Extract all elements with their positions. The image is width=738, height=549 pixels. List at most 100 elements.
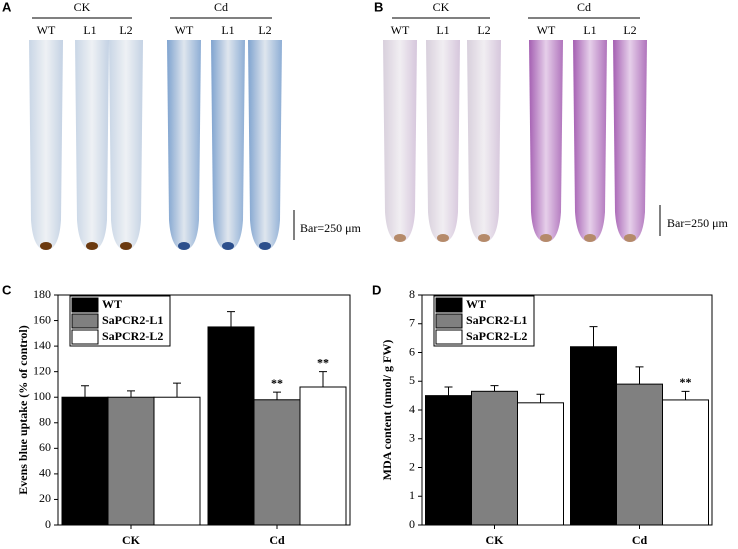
root bbox=[613, 40, 647, 242]
bar bbox=[425, 395, 472, 526]
line-label: WT bbox=[37, 23, 56, 37]
error-bar bbox=[536, 393, 545, 403]
y-tick-label: 8 bbox=[409, 287, 415, 301]
significance: ** bbox=[317, 355, 329, 369]
line-label: L1 bbox=[221, 23, 234, 37]
group-label: Cd bbox=[577, 0, 591, 14]
root-tip bbox=[120, 242, 132, 250]
legend-label: SaPCR2-L2 bbox=[466, 329, 527, 343]
y-tick-label: 0 bbox=[45, 517, 51, 531]
legend-label: SaPCR2-L2 bbox=[102, 329, 163, 343]
root bbox=[75, 40, 109, 250]
error-bar bbox=[635, 366, 644, 385]
line-label: WT bbox=[175, 23, 194, 37]
bar bbox=[517, 402, 564, 526]
error-bar bbox=[173, 382, 181, 398]
root bbox=[211, 40, 245, 250]
root bbox=[167, 40, 201, 250]
line-label: WT bbox=[537, 23, 556, 37]
legend-label: SaPCR2-L1 bbox=[466, 313, 527, 327]
x-tick-label: Cd bbox=[632, 533, 648, 547]
error-bar bbox=[444, 386, 453, 396]
y-tick-label: 100 bbox=[33, 389, 51, 403]
root bbox=[426, 40, 460, 242]
legend-label: SaPCR2-L1 bbox=[102, 313, 163, 327]
error-bar bbox=[81, 385, 89, 398]
x-tick-label: CK bbox=[486, 533, 505, 547]
bar bbox=[207, 326, 255, 526]
y-tick-label: 5 bbox=[409, 373, 415, 387]
bar bbox=[253, 399, 301, 526]
significance: ** bbox=[680, 375, 692, 389]
line-label: L1 bbox=[83, 23, 96, 37]
y-axis-label: Evens blue uptake (% of control) bbox=[16, 325, 30, 494]
error-bar bbox=[319, 371, 327, 387]
y-tick-label: 4 bbox=[409, 402, 415, 416]
line-label: L1 bbox=[436, 23, 449, 37]
root-tip bbox=[40, 242, 52, 250]
y-tick-label: 180 bbox=[33, 287, 51, 301]
y-tick-label: 140 bbox=[33, 338, 51, 352]
error-bar bbox=[127, 390, 135, 398]
legend-swatch bbox=[435, 329, 463, 345]
bar bbox=[471, 390, 518, 526]
bar bbox=[153, 396, 201, 526]
scale-label: Bar=250 μm bbox=[667, 216, 729, 230]
y-tick-label: 160 bbox=[33, 312, 51, 326]
x-tick-label: CK bbox=[122, 533, 141, 547]
legend-swatch bbox=[71, 313, 99, 329]
y-tick-label: 2 bbox=[409, 459, 415, 473]
root-tip bbox=[478, 234, 490, 242]
root-tip bbox=[624, 234, 636, 242]
root-photos bbox=[29, 40, 282, 250]
legend-label: WT bbox=[102, 297, 122, 311]
root-tip bbox=[584, 234, 596, 242]
root-tip bbox=[259, 242, 271, 250]
legend-swatch bbox=[435, 297, 463, 313]
y-tick-label: 0 bbox=[409, 517, 415, 531]
legend-swatch bbox=[71, 297, 99, 313]
root-tip bbox=[86, 242, 98, 250]
y-tick-label: 3 bbox=[409, 431, 415, 445]
root-photos bbox=[383, 40, 647, 242]
bar bbox=[662, 399, 709, 526]
root bbox=[573, 40, 607, 242]
x-tick-label: Cd bbox=[269, 533, 285, 547]
root-tip bbox=[540, 234, 552, 242]
y-tick-label: 1 bbox=[409, 488, 415, 502]
panel-letter: C bbox=[2, 282, 12, 297]
y-axis-label: MDA content (nmol/ g FW) bbox=[380, 340, 394, 481]
y-tick-label: 6 bbox=[409, 344, 415, 358]
line-label: L2 bbox=[258, 23, 271, 37]
bar bbox=[299, 386, 347, 526]
bar bbox=[616, 383, 663, 526]
root bbox=[529, 40, 563, 242]
root bbox=[109, 40, 143, 250]
line-label: L1 bbox=[583, 23, 596, 37]
panel-letter: B bbox=[374, 0, 383, 14]
bar bbox=[570, 346, 617, 526]
root bbox=[248, 40, 282, 250]
group-label: CK bbox=[74, 0, 91, 14]
scale-label: Bar=250 μm bbox=[300, 221, 362, 235]
y-tick-label: 40 bbox=[39, 466, 51, 480]
group-label: CK bbox=[433, 0, 450, 14]
plot-frame bbox=[57, 294, 351, 526]
legend-swatch bbox=[435, 313, 463, 329]
line-label: L2 bbox=[477, 23, 490, 37]
panel-letter: D bbox=[372, 282, 381, 297]
legend-swatch bbox=[71, 329, 99, 345]
bar bbox=[61, 396, 109, 526]
y-tick-label: 7 bbox=[409, 316, 415, 330]
line-label: WT bbox=[391, 23, 410, 37]
bar bbox=[107, 396, 155, 526]
panel-letter: A bbox=[2, 0, 12, 14]
error-bar bbox=[227, 311, 235, 327]
significance: ** bbox=[271, 376, 283, 390]
error-bar bbox=[589, 326, 598, 347]
root-tip bbox=[222, 242, 234, 250]
y-tick-label: 20 bbox=[39, 491, 51, 505]
line-label: L2 bbox=[623, 23, 636, 37]
root bbox=[29, 40, 63, 250]
